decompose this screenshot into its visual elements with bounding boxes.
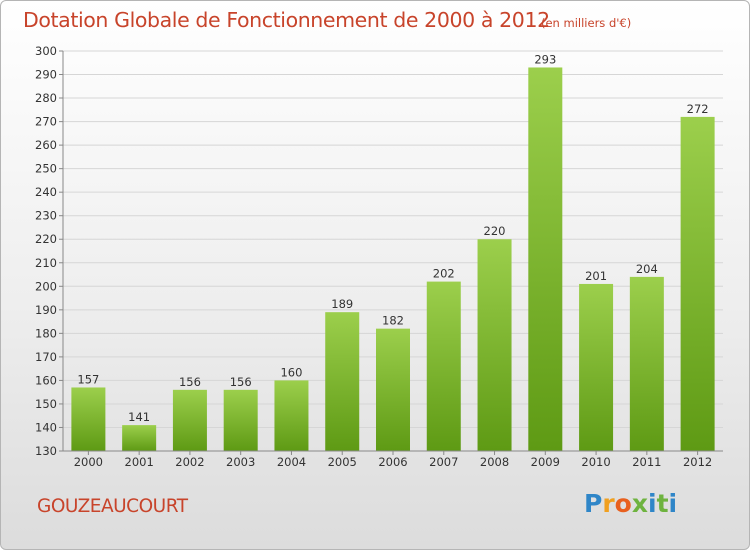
- x-axis: 2000 2001 2002 2003 2004 2005 2006 2007 2008 2009…: [63, 450, 723, 469]
- x-tick-label: 2000: [74, 455, 103, 469]
- data-label: 156: [179, 375, 201, 389]
- y-tick-label: 210: [35, 256, 57, 270]
- y-tick-label: 170: [35, 350, 57, 364]
- y-axis: 130 140 150 160 170 180 190 200 210 220 230 240 250 2…: [35, 44, 64, 458]
- logo-letter: P: [584, 489, 603, 518]
- y-tick-label: 160: [35, 373, 57, 387]
- x-tick-label: 2009: [531, 455, 560, 469]
- y-tick-label: 200: [35, 279, 57, 293]
- x-tick-label: 2011: [632, 455, 661, 469]
- x-tick-label: 2003: [226, 455, 255, 469]
- bar: [325, 312, 360, 451]
- y-tick-label: 280: [35, 91, 57, 105]
- logo-letter: r: [602, 489, 615, 518]
- y-tick-label: 290: [35, 68, 57, 82]
- unit-note: (en milliers d'€): [541, 16, 632, 30]
- bars: 157 141 156 156 160 189 182 202 220 293 201 204 272: [71, 52, 715, 452]
- data-label: 182: [382, 314, 404, 328]
- commune-name: GOUZEAUCOURT: [37, 496, 188, 517]
- data-label: 156: [230, 375, 252, 389]
- logo-letter: i: [668, 489, 678, 518]
- logo-letter: o: [614, 489, 632, 518]
- x-tick-label: 2008: [480, 455, 509, 469]
- y-tick-label: 300: [35, 44, 57, 58]
- bar: [223, 389, 258, 451]
- x-tick-label: 2012: [683, 455, 712, 469]
- y-tick-label: 260: [35, 138, 57, 152]
- bar: [122, 425, 157, 451]
- proxiti-logo: Proxiti: [584, 489, 677, 518]
- data-label: 204: [636, 262, 658, 276]
- y-tick-label: 240: [35, 185, 57, 199]
- x-tick-label: 2010: [581, 455, 610, 469]
- bar: [680, 116, 715, 451]
- bar: [629, 276, 664, 451]
- data-label: 201: [585, 269, 607, 283]
- x-tick-label: 2007: [429, 455, 458, 469]
- x-tick-label: 2001: [125, 455, 154, 469]
- y-tick-label: 230: [35, 209, 57, 223]
- data-label: 141: [128, 410, 150, 424]
- bar: [274, 380, 309, 451]
- logo-letter: i: [648, 489, 657, 518]
- y-tick-label: 250: [35, 162, 57, 176]
- data-label: 189: [331, 297, 353, 311]
- chart-title: Dotation Globale de Fonctionnement de 20…: [23, 8, 550, 32]
- logo-letter: t: [656, 489, 669, 518]
- data-label: 202: [433, 267, 455, 281]
- data-label: 220: [484, 224, 506, 238]
- bar: [172, 389, 207, 451]
- x-tick-label: 2002: [175, 455, 204, 469]
- bar: [477, 239, 512, 451]
- y-tick-label: 180: [35, 326, 57, 340]
- bar: [528, 67, 563, 452]
- bar: [579, 283, 614, 451]
- bar: [426, 281, 461, 451]
- y-tick-label: 130: [35, 444, 57, 458]
- bar: [71, 387, 106, 451]
- x-tick-label: 2005: [328, 455, 357, 469]
- data-label: 160: [280, 365, 302, 379]
- logo-letter: x: [631, 489, 648, 518]
- x-tick-label: 2004: [277, 455, 306, 469]
- data-label: 272: [687, 102, 709, 116]
- y-tick-label: 140: [35, 420, 57, 434]
- data-label: 293: [534, 52, 556, 66]
- y-tick-label: 270: [35, 115, 57, 129]
- y-tick-label: 190: [35, 303, 57, 317]
- bar: [376, 328, 410, 451]
- y-tick-label: 220: [35, 232, 57, 246]
- y-tick-label: 150: [35, 397, 57, 411]
- x-tick-label: 2006: [378, 455, 407, 469]
- data-label: 157: [77, 372, 99, 386]
